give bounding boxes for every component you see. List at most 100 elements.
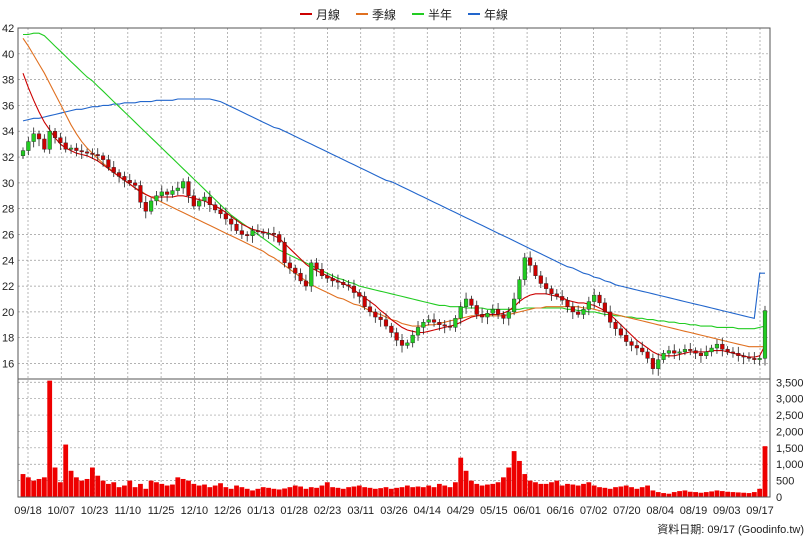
volume-bar xyxy=(693,492,699,497)
candle-body xyxy=(512,298,517,313)
candle-body xyxy=(560,296,565,301)
volume-bar xyxy=(447,487,453,497)
volume-bar xyxy=(661,493,666,497)
price-grid xyxy=(18,27,770,497)
price-tick-label: 28 xyxy=(2,204,14,216)
candle-body xyxy=(490,309,495,314)
price-tick-label: 40 xyxy=(2,49,14,61)
volume-bar xyxy=(687,491,693,497)
volume-bar xyxy=(682,490,688,497)
volume-tick-label: 1,500 xyxy=(776,443,804,455)
x-tick-label: 06/16 xyxy=(547,505,575,517)
volume-bar xyxy=(586,482,592,497)
volume-bar xyxy=(303,488,309,497)
candle-body xyxy=(741,355,746,358)
candle-body xyxy=(415,327,421,336)
candle-body xyxy=(469,298,474,306)
candle-body xyxy=(431,319,437,323)
legend-item-year[interactable]: 年線 xyxy=(468,6,508,23)
volume-bar xyxy=(207,487,213,497)
volume-bar xyxy=(335,487,341,497)
volume-panel-frame xyxy=(17,378,771,498)
volume-tick-label: 500 xyxy=(776,476,794,488)
x-tick-label: 04/29 xyxy=(447,505,475,517)
data-date-footer: 資料日期: 09/17 (Goodinfo.tw) xyxy=(657,521,804,537)
legend-item-half[interactable]: 半年 xyxy=(412,6,452,23)
candle-body xyxy=(261,231,266,234)
candle-body xyxy=(394,332,399,341)
candle-body xyxy=(303,280,308,287)
candle-body xyxy=(656,359,661,369)
candle-body xyxy=(197,200,202,207)
legend-item-month[interactable]: 月線 xyxy=(300,6,340,23)
ma-half-line xyxy=(23,32,766,330)
volume-bar xyxy=(730,492,736,497)
volume-bar xyxy=(132,487,138,497)
candle-body xyxy=(255,230,260,233)
volume-bar xyxy=(751,492,757,497)
candle-body xyxy=(693,350,698,354)
volume-bar xyxy=(629,487,634,497)
candle-body xyxy=(549,288,554,295)
volume-bar xyxy=(511,451,517,497)
volume-bar xyxy=(266,487,271,497)
candle-body xyxy=(581,309,586,315)
candle-body xyxy=(714,343,720,349)
volume-tick-label: 3,000 xyxy=(776,394,804,406)
volume-tick-label: 0 xyxy=(776,492,782,504)
volume-bar xyxy=(522,474,528,497)
x-tick-label: 11/25 xyxy=(148,505,175,517)
legend-label: 半年 xyxy=(428,7,453,22)
price-tick-label: 20 xyxy=(2,307,14,319)
candle-body xyxy=(586,301,591,310)
volume-bar xyxy=(719,491,725,497)
volume-bar xyxy=(159,483,165,497)
candle-body xyxy=(309,262,314,287)
candle-body xyxy=(752,358,757,360)
volume-bar xyxy=(148,480,154,497)
candle-body xyxy=(138,185,143,203)
volume-bar xyxy=(602,487,608,497)
volume-bar xyxy=(186,480,191,497)
candle-body xyxy=(218,209,223,215)
candle-body xyxy=(608,311,613,323)
price-tick-label: 22 xyxy=(2,281,14,293)
candle-body xyxy=(463,298,469,307)
volume-bar xyxy=(671,492,677,497)
volume-bar xyxy=(202,484,207,497)
legend-item-quarter[interactable]: 季線 xyxy=(356,6,396,23)
candle-body xyxy=(720,343,725,350)
x-tick-label: 03/26 xyxy=(380,505,408,517)
candle-body xyxy=(335,280,341,283)
candle-body xyxy=(250,230,255,236)
x-tick-label: 06/01 xyxy=(513,505,541,517)
candle-body xyxy=(282,242,287,264)
x-tick-label: 09/03 xyxy=(713,505,741,517)
volume-bar xyxy=(575,485,581,497)
candle-body xyxy=(271,232,276,235)
price-axis-ticks: 16 18 20 22 24 26 28 30 32 34 36 38 40 42 xyxy=(2,23,14,371)
volume-bar xyxy=(319,485,325,497)
candle-body xyxy=(122,176,127,181)
volume-bar xyxy=(250,490,255,497)
candle-body xyxy=(357,292,362,297)
volume-bar xyxy=(239,487,245,497)
candle-body xyxy=(31,133,36,142)
candle-body xyxy=(52,131,58,138)
candle-body xyxy=(426,319,431,323)
candle-body xyxy=(442,324,447,327)
candle-body xyxy=(234,223,239,231)
volume-bar xyxy=(698,492,704,497)
volume-bar xyxy=(436,483,442,497)
volume-bars xyxy=(20,380,768,497)
candle-body xyxy=(245,234,250,236)
candle-body xyxy=(186,181,191,196)
candle-body xyxy=(95,154,100,156)
volume-bar xyxy=(757,488,763,497)
candle-body xyxy=(383,319,389,327)
volume-bar xyxy=(527,480,533,497)
x-tick-label: 09/17 xyxy=(746,505,774,517)
volume-bar xyxy=(458,457,464,497)
volume-bar xyxy=(404,485,410,497)
candle-body xyxy=(698,352,704,356)
